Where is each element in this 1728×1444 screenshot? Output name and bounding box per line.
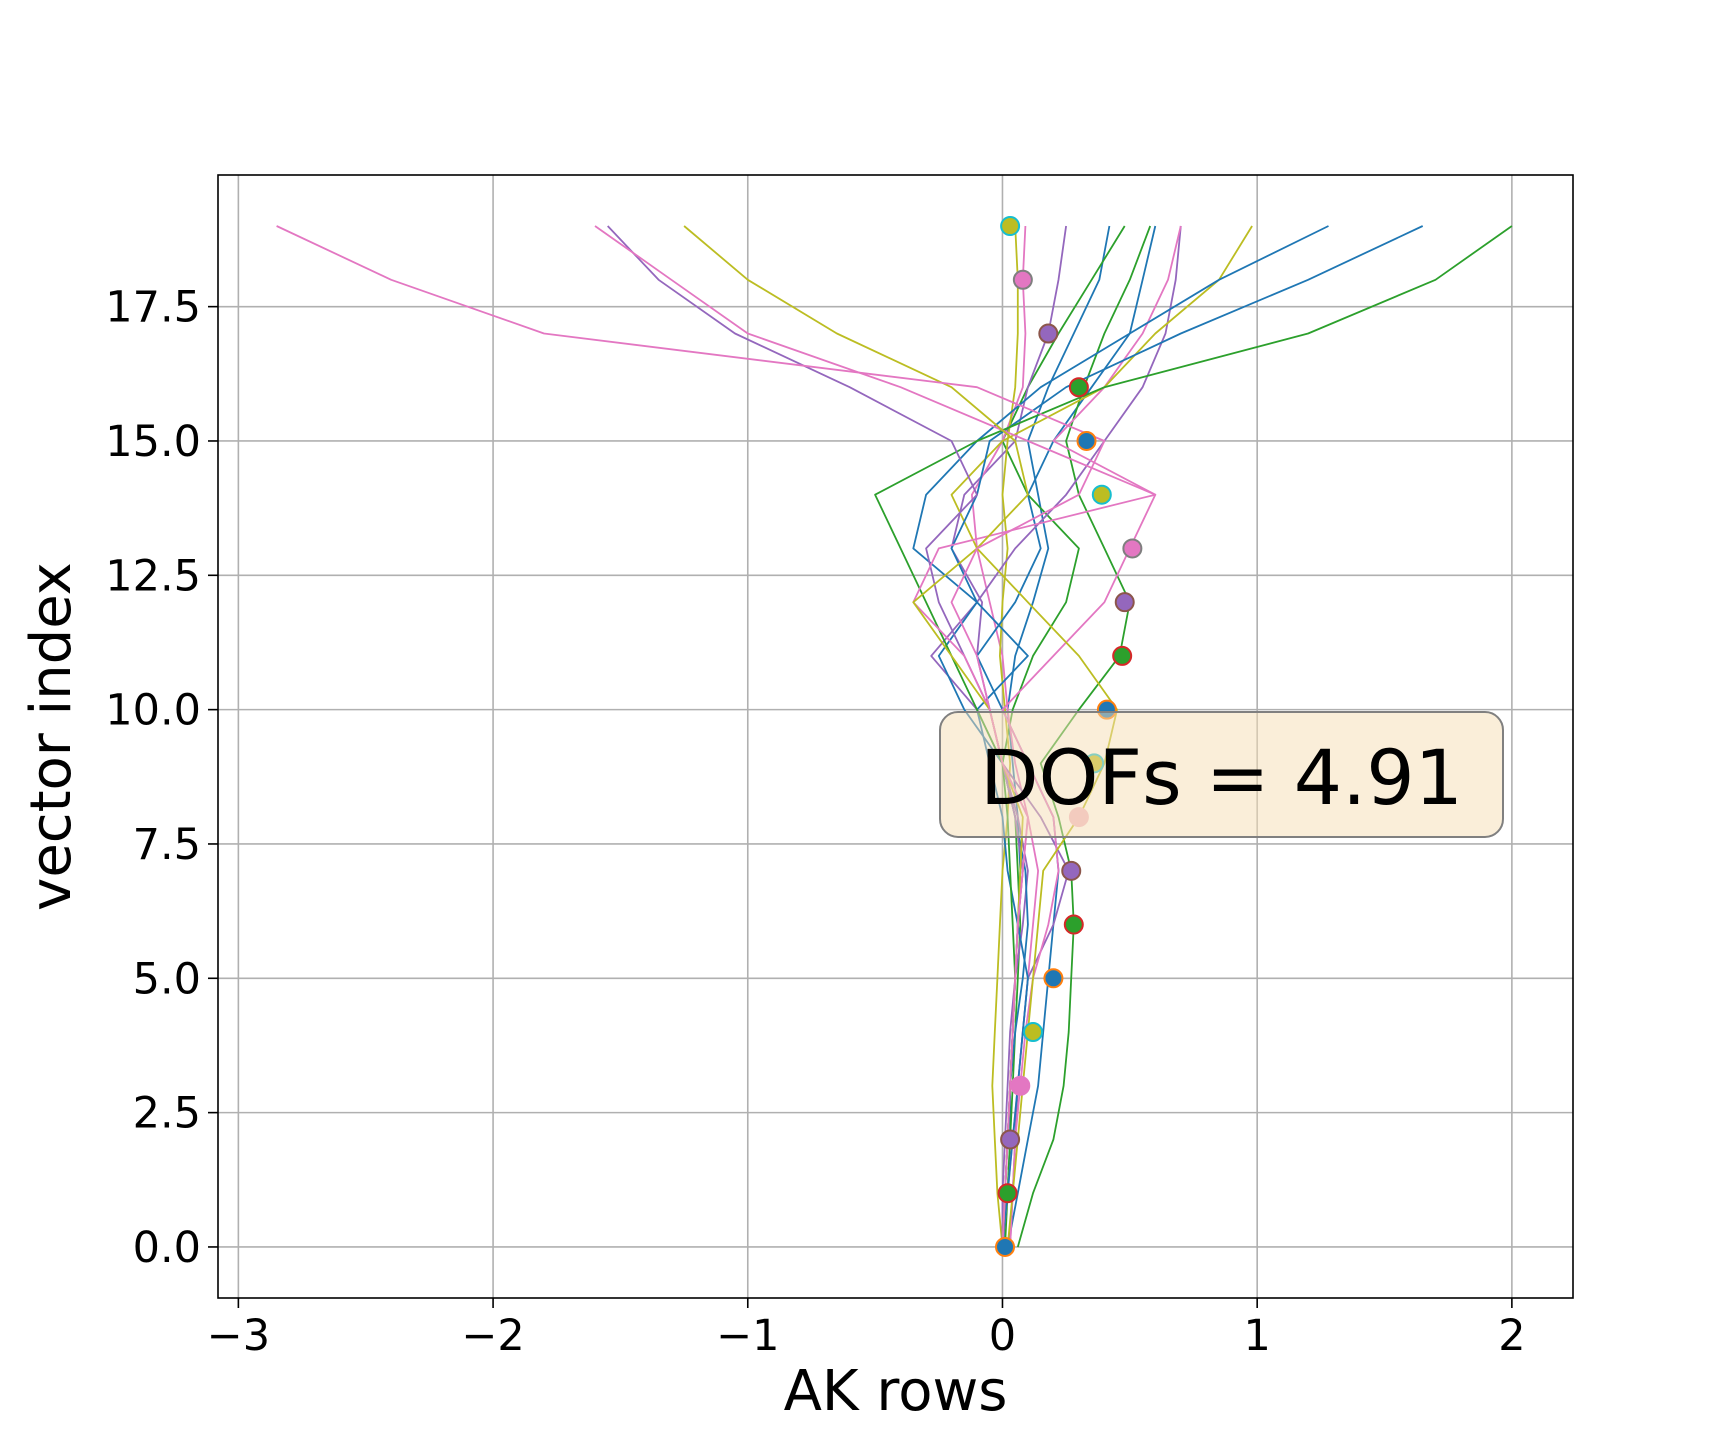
diagonal-marker-4 <box>1023 1022 1044 1043</box>
diagonal-marker-2 <box>1000 1129 1021 1150</box>
tick-layer: −3 −2 −1 0 1 2 0.0 2.5 5.0 7.5 10.0 12.5 15.0 17.5 <box>105 283 1525 1361</box>
grid-layer <box>218 175 1573 1298</box>
annotation-box-background <box>940 712 1503 837</box>
y-tick-label: 15.0 <box>105 417 201 467</box>
diagonal-marker-1 <box>997 1183 1018 1204</box>
y-tick-label: 12.5 <box>105 551 201 601</box>
annotation-box: DOFs = 4.91 <box>939 711 1504 838</box>
y-tick-label: 5.0 <box>133 954 201 1004</box>
annotation-box-border <box>939 711 1504 838</box>
diagonal-marker-13 <box>1122 538 1143 559</box>
x-tick-label: −3 <box>207 1311 270 1361</box>
y-tick-label: 17.5 <box>105 283 201 333</box>
diagonal-marker-6 <box>1063 914 1084 935</box>
y-axis-label: vector index <box>19 562 84 911</box>
diagonal-marker-14 <box>1091 484 1112 505</box>
diagonal-marker-18 <box>1012 269 1033 290</box>
x-tick-label: −2 <box>461 1311 524 1361</box>
diagonal-marker-12 <box>1114 592 1135 613</box>
diagonal-marker-15 <box>1076 430 1097 451</box>
x-tick-label: −1 <box>716 1311 779 1361</box>
diagonal-marker-5 <box>1043 968 1064 989</box>
diagonal-marker-0 <box>995 1236 1016 1257</box>
x-tick-label: 2 <box>1498 1311 1525 1361</box>
y-tick-label: 2.5 <box>133 1089 201 1139</box>
x-tick-label: 0 <box>989 1311 1016 1361</box>
annotation-text: DOFs = 4.91 <box>980 733 1463 822</box>
y-tick-label: 7.5 <box>133 820 201 870</box>
x-axis-label: AK rows <box>784 1359 1008 1424</box>
plot-frame <box>217 174 1574 1299</box>
diagonal-marker-11 <box>1112 645 1133 666</box>
y-tick-label: 0.0 <box>133 1223 201 1273</box>
diagonal-marker-16 <box>1068 377 1089 398</box>
diagonal-marker-3 <box>1010 1075 1031 1096</box>
diagonal-marker-7 <box>1061 860 1082 881</box>
diagonal-marker-19 <box>1000 216 1021 237</box>
diagonal-marker-17 <box>1038 323 1059 344</box>
y-tick-label: 10.0 <box>105 686 201 736</box>
x-tick-label: 1 <box>1243 1311 1270 1361</box>
